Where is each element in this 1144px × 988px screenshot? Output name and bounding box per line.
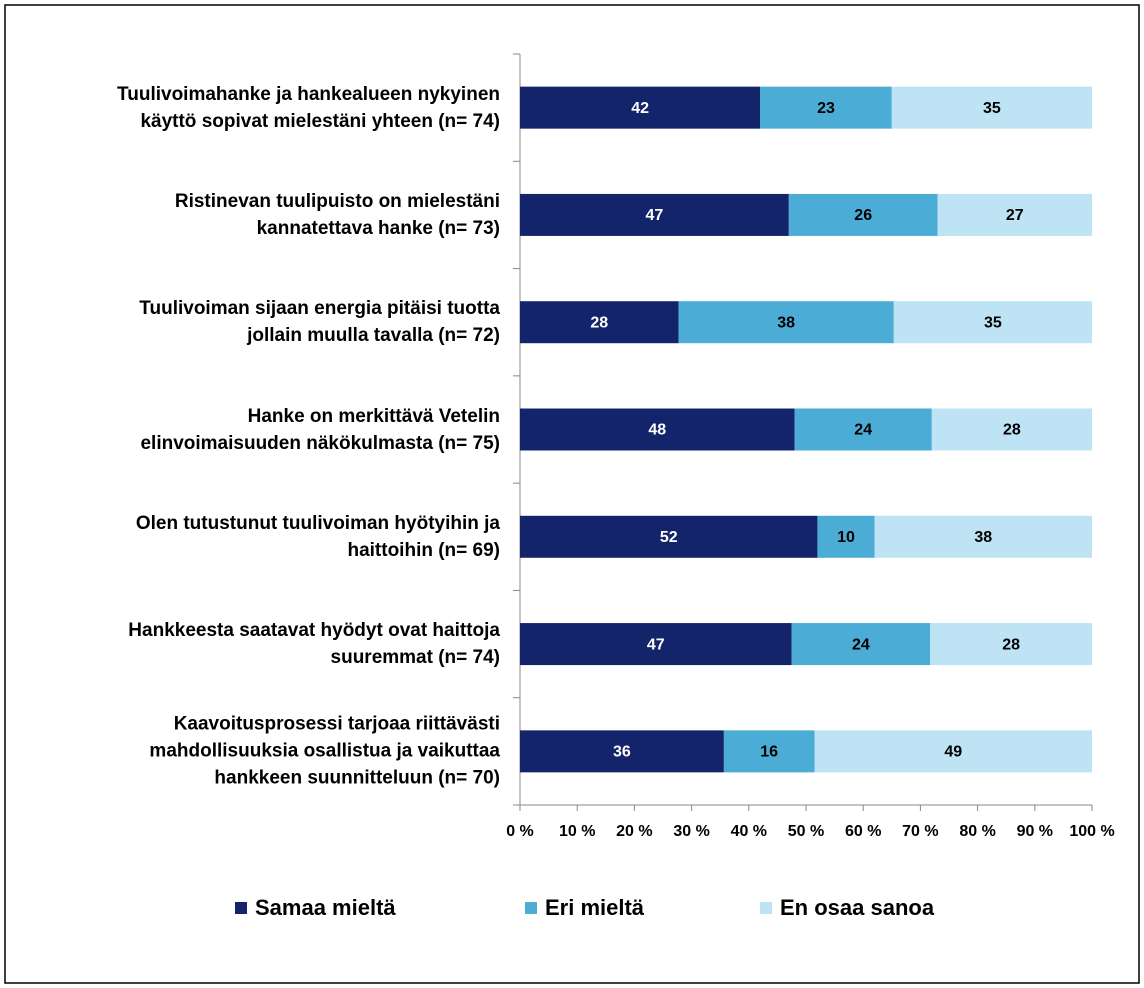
value-label: 35 <box>983 100 1001 117</box>
bar-segment <box>723 730 815 773</box>
value-label: 10 <box>837 529 855 546</box>
bar-segment <box>931 408 1092 451</box>
value-label: 28 <box>1002 636 1020 653</box>
legend-label: En osaa sanoa <box>780 895 935 920</box>
x-tick-label: 80 % <box>959 823 995 840</box>
category-label: Hanke on merkittävä Vetelin elinvoimaisu… <box>140 405 500 454</box>
value-label: 48 <box>648 422 666 439</box>
value-label: 52 <box>660 529 678 546</box>
value-label: 35 <box>984 314 1002 331</box>
x-tick-label: 40 % <box>731 823 767 840</box>
category-label: Hankkeesta saatavat hyödyt ovat haittoja… <box>128 620 500 669</box>
value-label: 42 <box>631 100 649 117</box>
value-label: 28 <box>590 314 608 331</box>
value-label: 36 <box>613 744 631 761</box>
value-label: 26 <box>854 207 872 224</box>
value-label: 27 <box>1006 207 1024 224</box>
value-label: 16 <box>760 744 778 761</box>
x-tick-label: 70 % <box>902 823 938 840</box>
bar-segment <box>794 408 932 451</box>
legend-swatch <box>235 902 247 914</box>
value-label: 49 <box>944 744 962 761</box>
category-label: Tuulivoimahanke ja hankealueen nykyinen … <box>117 83 500 132</box>
category-label: Kaavoitusprosessi tarjoaa riittävästi ma… <box>149 713 500 789</box>
bar-segment <box>791 623 931 666</box>
bar-segment <box>520 301 679 344</box>
x-tick-label: 90 % <box>1017 823 1053 840</box>
bar-segment <box>874 515 1092 558</box>
legend-swatch <box>525 902 537 914</box>
value-label: 47 <box>646 207 664 224</box>
category-label: Ristinevan tuulipuisto on mielestäni kan… <box>174 190 500 239</box>
bar-segment <box>930 623 1092 666</box>
bar-segment <box>520 515 818 558</box>
bar-segment <box>678 301 894 344</box>
x-tick-label: 0 % <box>506 823 534 840</box>
x-tick-label: 60 % <box>845 823 881 840</box>
bar-segment <box>937 193 1092 236</box>
x-tick-label: 10 % <box>559 823 595 840</box>
category-label: Tuulivoiman sijaan energia pitäisi tuott… <box>139 298 500 347</box>
legend-label: Eri mieltä <box>545 895 645 920</box>
bar-segment <box>760 86 892 129</box>
legend-label: Samaa mieltä <box>255 895 396 920</box>
x-tick-label: 20 % <box>616 823 652 840</box>
frame <box>4 4 1140 984</box>
bar-segment <box>817 515 875 558</box>
bar-segment <box>520 86 761 129</box>
bar-segment <box>891 86 1092 129</box>
value-label: 38 <box>974 529 992 546</box>
value-label: 23 <box>817 100 835 117</box>
value-label: 24 <box>852 636 870 653</box>
x-tick-label: 100 % <box>1069 823 1114 840</box>
x-tick-label: 30 % <box>673 823 709 840</box>
bar-segment <box>814 730 1092 773</box>
value-label: 28 <box>1003 422 1021 439</box>
bar-segment <box>520 730 724 773</box>
bar-segment <box>788 193 938 236</box>
legend-swatch <box>760 902 772 914</box>
bar-segment <box>520 193 789 236</box>
category-label: Olen tutustunut tuulivoiman hyötyihin ja… <box>135 512 500 561</box>
value-label: 38 <box>777 314 795 331</box>
value-label: 47 <box>647 636 665 653</box>
value-label: 24 <box>854 422 872 439</box>
bar-segment <box>520 408 795 451</box>
bar-segment <box>520 623 792 666</box>
x-tick-label: 50 % <box>788 823 824 840</box>
bar-segment <box>893 301 1092 344</box>
